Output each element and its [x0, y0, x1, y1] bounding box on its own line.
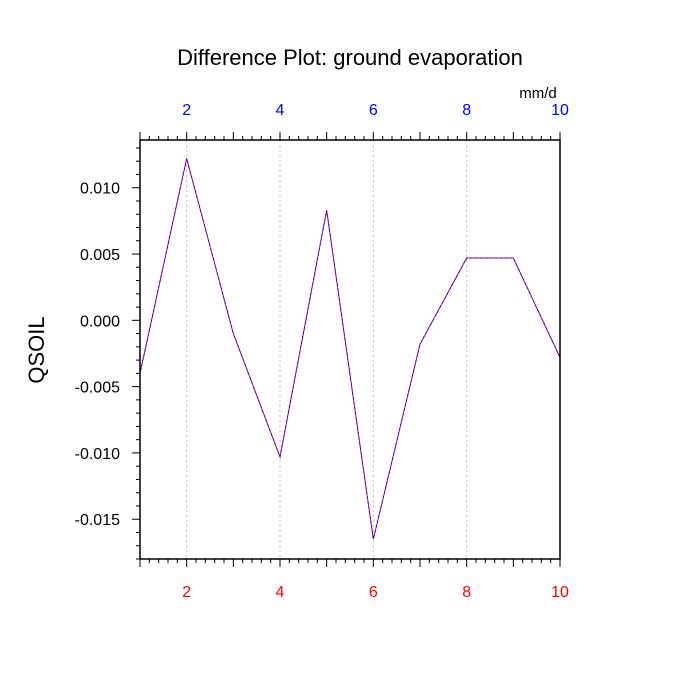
y-tick-label-2: 0.000: [80, 313, 120, 330]
x-tick-label-bottom-1: 4: [276, 584, 285, 601]
x-tick-label-bottom-4: 10: [551, 584, 569, 601]
y-tick-label-3: -0.005: [75, 380, 120, 397]
series-line-1: [139, 158, 561, 540]
chart-title: Difference Plot: ground evaporation: [177, 45, 523, 70]
units-label: mm/d: [519, 85, 557, 102]
x-tick-label-top-3: 8: [462, 102, 471, 119]
x-tick-label-top-0: 2: [182, 102, 191, 119]
x-tick-label-bottom-2: 6: [369, 584, 378, 601]
x-tick-label-top-2: 6: [369, 102, 378, 119]
y-tick-label-1: 0.005: [80, 247, 120, 264]
tick-labels: 2 4 6 8 10 2 4 6 8 10 0.010 0.005 0.000 -0.005 -0.010 -…: [75, 102, 569, 601]
y-axis-label: QSOIL: [24, 316, 49, 383]
series-line-0: [139, 158, 561, 540]
x-tick-label-bottom-3: 8: [462, 584, 471, 601]
x-tick-label-bottom-0: 2: [182, 584, 191, 601]
y-tick-label-4: -0.010: [75, 446, 120, 463]
gridlines: [186, 140, 468, 559]
series-layer: [139, 158, 561, 540]
x-tick-label-top-1: 4: [276, 102, 285, 119]
y-tick-label-5: -0.015: [75, 512, 120, 529]
y-tick-label-0: 0.010: [80, 181, 120, 198]
x-tick-label-top-4: 10: [551, 102, 569, 119]
plot-frame: [139, 139, 561, 560]
